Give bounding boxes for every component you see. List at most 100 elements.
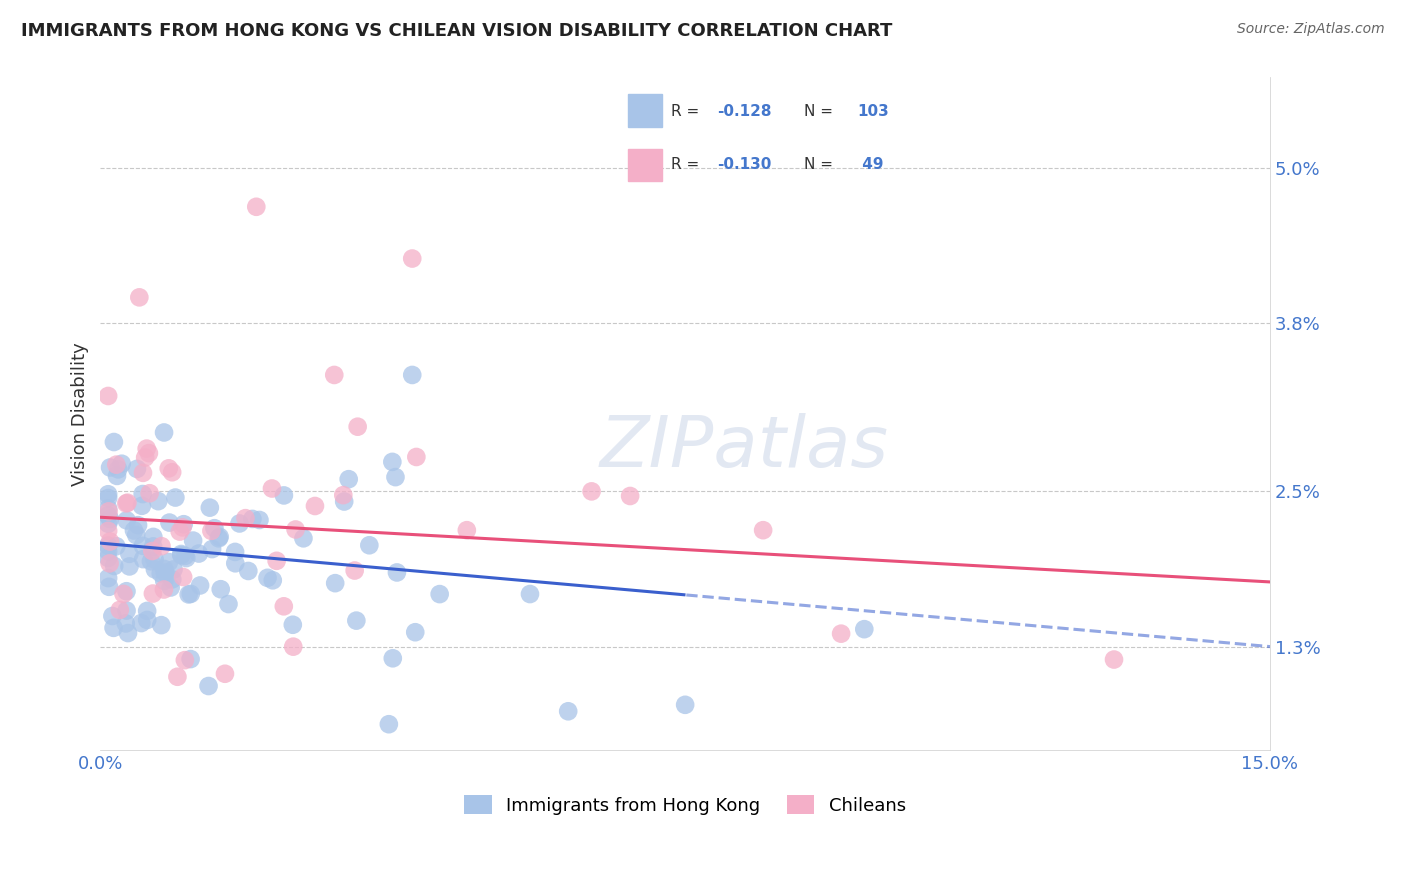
Point bbox=[292, 531, 315, 545]
Point bbox=[180, 652, 202, 666]
Point bbox=[97, 504, 120, 518]
Point bbox=[201, 542, 224, 557]
Point bbox=[159, 516, 181, 530]
Point bbox=[304, 499, 326, 513]
Point bbox=[115, 496, 138, 510]
Point bbox=[97, 539, 120, 553]
Point bbox=[101, 609, 124, 624]
Point bbox=[97, 516, 120, 531]
Point bbox=[273, 488, 295, 502]
Point bbox=[105, 469, 128, 483]
Text: N =: N = bbox=[804, 157, 838, 172]
Point bbox=[142, 530, 165, 544]
Point bbox=[173, 517, 195, 532]
Point bbox=[673, 698, 696, 712]
Text: Source: ZipAtlas.com: Source: ZipAtlas.com bbox=[1237, 22, 1385, 37]
Legend: Immigrants from Hong Kong, Chileans: Immigrants from Hong Kong, Chileans bbox=[457, 788, 912, 822]
Bar bbox=[628, 95, 662, 127]
Point bbox=[153, 425, 176, 440]
Point bbox=[197, 679, 219, 693]
Point bbox=[98, 460, 121, 475]
Point bbox=[153, 562, 176, 576]
Point bbox=[143, 562, 166, 576]
Point bbox=[127, 518, 149, 533]
Point bbox=[198, 500, 221, 515]
Point bbox=[142, 586, 165, 600]
Text: ZIPatlas: ZIPatlas bbox=[599, 413, 889, 482]
Point bbox=[150, 539, 173, 553]
Text: 103: 103 bbox=[856, 104, 889, 120]
Point bbox=[105, 458, 128, 472]
Point bbox=[404, 625, 426, 640]
Point bbox=[112, 587, 135, 601]
Point bbox=[401, 252, 423, 266]
Point bbox=[170, 548, 193, 562]
Point bbox=[172, 570, 194, 584]
Point bbox=[359, 538, 381, 552]
Text: -0.130: -0.130 bbox=[717, 157, 772, 172]
Point bbox=[125, 462, 148, 476]
Point bbox=[830, 626, 852, 640]
Point bbox=[97, 501, 120, 516]
Point bbox=[619, 489, 641, 503]
Point bbox=[224, 545, 246, 559]
Point bbox=[266, 554, 288, 568]
Point bbox=[378, 717, 401, 731]
Point bbox=[242, 512, 264, 526]
Point bbox=[132, 539, 155, 553]
Point bbox=[162, 573, 184, 587]
Point bbox=[381, 651, 404, 665]
Point bbox=[169, 524, 191, 539]
Y-axis label: Vision Disability: Vision Disability bbox=[72, 342, 89, 485]
Point bbox=[114, 616, 136, 631]
Point bbox=[136, 613, 159, 627]
Point bbox=[245, 200, 267, 214]
Point bbox=[343, 564, 366, 578]
Point bbox=[224, 556, 246, 570]
Point bbox=[98, 512, 121, 526]
Bar bbox=[628, 149, 662, 181]
Point bbox=[172, 520, 194, 534]
Point bbox=[132, 552, 155, 566]
Point bbox=[128, 290, 150, 304]
Point bbox=[456, 523, 478, 537]
Point bbox=[519, 587, 541, 601]
Point bbox=[131, 487, 153, 501]
Text: N =: N = bbox=[804, 104, 838, 120]
Point bbox=[281, 617, 304, 632]
Point bbox=[97, 491, 120, 505]
Point bbox=[159, 581, 181, 595]
Point bbox=[557, 704, 579, 718]
Point bbox=[200, 524, 222, 538]
Point bbox=[188, 578, 211, 592]
Point bbox=[97, 550, 120, 565]
Point bbox=[118, 559, 141, 574]
Point bbox=[141, 544, 163, 558]
Point bbox=[160, 465, 183, 479]
Point bbox=[323, 576, 346, 591]
Point bbox=[381, 455, 404, 469]
Point bbox=[115, 513, 138, 527]
Point bbox=[256, 571, 278, 585]
Point bbox=[97, 508, 120, 523]
Point bbox=[142, 540, 165, 554]
Text: 49: 49 bbox=[856, 157, 883, 172]
Point bbox=[138, 486, 160, 500]
Point bbox=[401, 368, 423, 382]
Point bbox=[117, 496, 139, 510]
Point bbox=[103, 559, 125, 574]
Point bbox=[162, 562, 184, 576]
Point bbox=[108, 603, 131, 617]
Point bbox=[157, 555, 180, 569]
Point bbox=[204, 521, 226, 535]
Point bbox=[97, 571, 120, 585]
Point bbox=[149, 566, 172, 581]
Point bbox=[157, 461, 180, 475]
Point bbox=[344, 614, 367, 628]
Point bbox=[346, 419, 368, 434]
Point bbox=[273, 599, 295, 614]
Point bbox=[174, 549, 197, 563]
Point bbox=[262, 574, 284, 588]
Point bbox=[98, 534, 121, 549]
Point bbox=[143, 552, 166, 566]
